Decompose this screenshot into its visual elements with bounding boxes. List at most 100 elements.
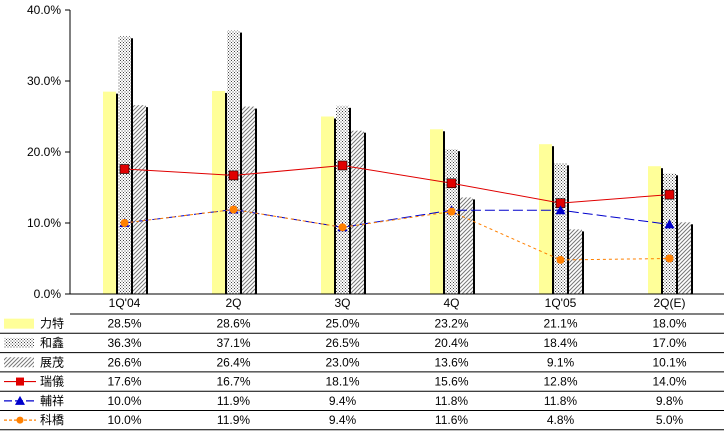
table-cell: 15.6% — [434, 375, 468, 389]
line-輔祥 — [124, 209, 670, 228]
legend-key-展茂 — [4, 357, 34, 368]
table-cell: 17.0% — [652, 336, 686, 350]
table-cell: 10.0% — [107, 413, 141, 427]
point-科橋 — [556, 255, 565, 264]
point-瑞儀 — [119, 164, 130, 174]
table-cell: 16.7% — [216, 375, 250, 389]
bar-和鑫 — [663, 173, 676, 294]
table-cell: 21.1% — [543, 317, 577, 331]
bar-力特 — [430, 129, 443, 294]
bar-力特 — [321, 116, 334, 294]
legend-marker-科橋 — [16, 416, 24, 424]
table-cell: 20.4% — [434, 336, 468, 350]
table-cell: 13.6% — [434, 355, 468, 369]
legend-marker-輔祥 — [15, 395, 25, 405]
bar-和鑫 — [336, 105, 349, 294]
bar-shadow — [676, 175, 678, 294]
line-layer — [119, 160, 675, 264]
bar-力特 — [212, 90, 225, 294]
table-cell: 5.0% — [656, 413, 684, 427]
bar-shadow — [146, 107, 148, 294]
x-tick-label: 2Q(E) — [653, 296, 685, 310]
x-tick-label: 2Q — [225, 296, 241, 310]
legend-label: 科橋 — [40, 413, 64, 427]
table-cell: 12.8% — [543, 375, 577, 389]
bar-shadow — [334, 118, 336, 294]
table-cell: 11.8% — [544, 394, 577, 408]
bar-展茂 — [242, 106, 255, 294]
table-cell: 26.6% — [107, 355, 141, 369]
table-cell: 4.8% — [547, 413, 575, 427]
table-cell: 10.1% — [652, 355, 686, 369]
bar-展茂 — [460, 197, 473, 294]
point-瑞儀 — [337, 160, 348, 171]
bar-力特 — [648, 166, 661, 294]
x-tick-label: 1Q'05 — [545, 296, 577, 310]
point-輔祥 — [555, 205, 566, 215]
y-tick-label: 30.0% — [27, 74, 61, 88]
bar-shadow — [116, 93, 118, 295]
table-cell: 11.9% — [217, 394, 250, 408]
table-cell: 37.1% — [216, 336, 250, 350]
table-cell: 23.0% — [325, 355, 359, 369]
legend-marker-瑞儀 — [16, 377, 24, 386]
table-cell: 18.0% — [652, 317, 686, 331]
table-cell: 23.2% — [434, 317, 468, 331]
y-tick-label: 40.0% — [27, 3, 61, 17]
point-科橋 — [447, 207, 456, 216]
bar-shadow — [255, 108, 257, 294]
point-科橋 — [120, 219, 129, 227]
bar-shadow — [473, 199, 475, 294]
legend-label: 輔祥 — [40, 394, 64, 408]
table-cell: 36.3% — [107, 336, 141, 350]
bar-shadow — [240, 32, 242, 295]
table-cell: 17.6% — [107, 375, 141, 389]
table-cell: 18.4% — [543, 336, 577, 350]
x-tick-label: 1Q'04 — [109, 296, 141, 310]
bar-展茂 — [351, 130, 364, 294]
line-瑞儀 — [124, 164, 670, 204]
bar-shadow — [131, 38, 133, 294]
y-tick-label: 0.0% — [34, 287, 62, 301]
point-科橋 — [229, 205, 238, 214]
bar-layer — [103, 30, 693, 295]
table-cell: 25.0% — [325, 317, 359, 331]
legend-label: 展茂 — [40, 355, 64, 369]
point-瑞儀 — [228, 170, 239, 181]
bar-shadow — [567, 165, 569, 294]
bar-shadow — [691, 224, 693, 294]
point-瑞儀 — [664, 189, 675, 200]
legend-label: 和鑫 — [40, 335, 64, 350]
bar-shadow — [458, 151, 460, 294]
bar-shadow — [661, 168, 663, 294]
table-cell: 9.8% — [656, 394, 684, 408]
point-瑞儀 — [446, 178, 457, 189]
table-cell: 18.1% — [325, 375, 359, 389]
table-cell: 10.0% — [107, 394, 141, 408]
table-cell: 11.6% — [435, 413, 468, 427]
table-cell: 9.4% — [329, 413, 357, 427]
table-cell: 26.5% — [325, 336, 359, 350]
table-cell: 14.0% — [652, 375, 686, 389]
point-科橋 — [338, 223, 347, 232]
bar-力特 — [539, 144, 552, 294]
bar-shadow — [349, 107, 351, 294]
legend-key-力特 — [4, 318, 34, 329]
bar-力特 — [103, 91, 116, 295]
bar-shadow — [552, 146, 554, 294]
x-tick-label: 3Q — [334, 296, 350, 310]
bar-展茂 — [569, 229, 582, 294]
y-tick-label: 10.0% — [27, 216, 61, 230]
bar-展茂 — [133, 105, 146, 294]
legend-label: 瑞儀 — [40, 375, 64, 389]
table-cell: 11.9% — [217, 413, 250, 427]
legend-key-和鑫 — [4, 337, 34, 348]
table-cell: 9.1% — [547, 355, 575, 369]
bar-shadow — [225, 92, 227, 294]
bar-和鑫 — [554, 163, 567, 294]
bar-shadow — [582, 231, 584, 294]
table-cell: 28.5% — [107, 317, 141, 331]
bar-shadow — [364, 132, 366, 294]
point-科橋 — [665, 254, 674, 263]
axis-layer: 0.0% 10.0% 20.0% 30.0% 40.0% 1Q'04 2Q 3Q 4Q 1Q'05… — [27, 3, 724, 310]
